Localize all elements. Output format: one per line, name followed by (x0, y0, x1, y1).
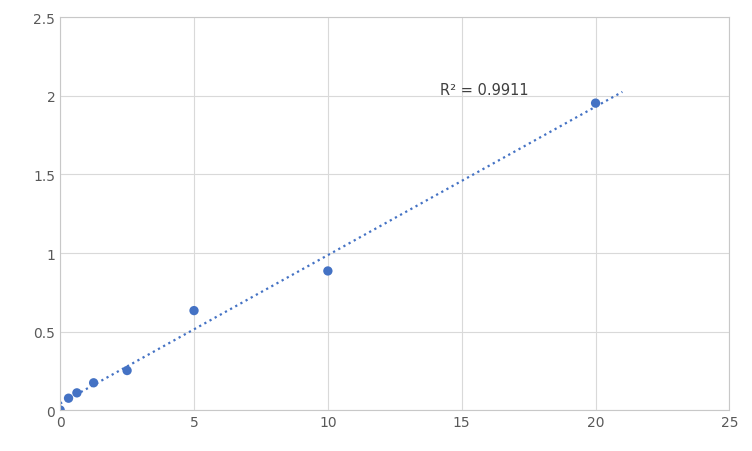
Text: R² = 0.9911: R² = 0.9911 (441, 83, 529, 98)
Point (188, 307, 200, 314)
Point (121, 367, 133, 374)
Point (54, 406, 66, 414)
Point (62, 395, 74, 402)
Point (590, 100, 602, 107)
Point (322, 268, 334, 275)
Point (87, 379, 99, 387)
Point (71, 389, 83, 396)
